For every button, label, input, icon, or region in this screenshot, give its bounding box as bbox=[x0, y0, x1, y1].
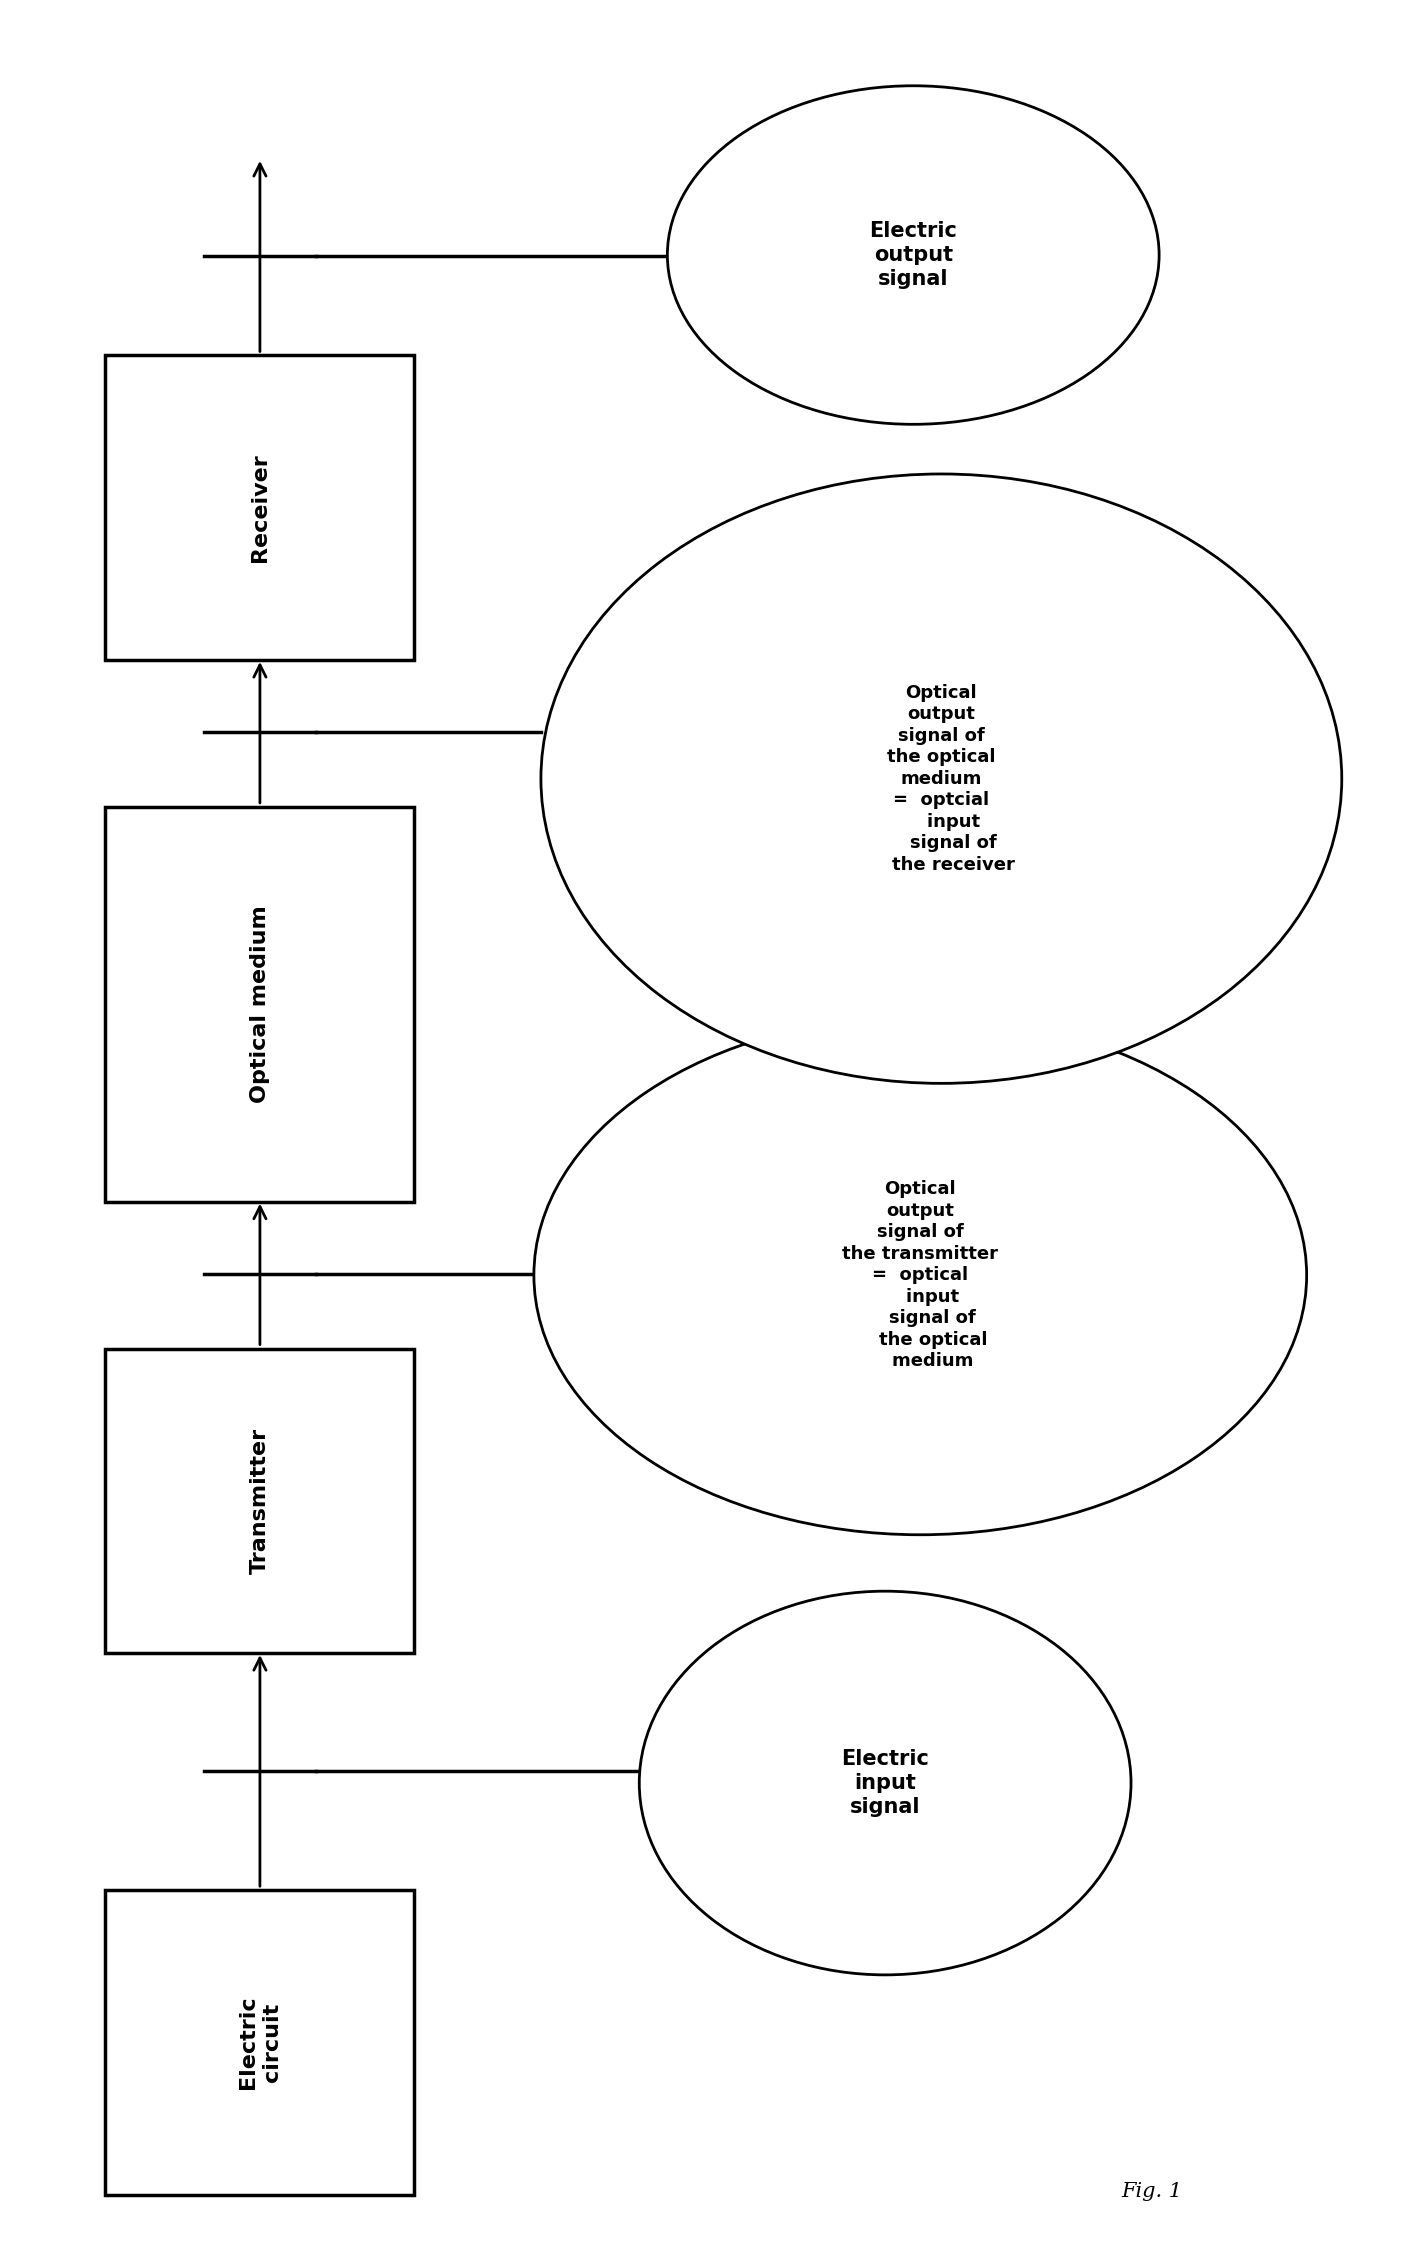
Bar bbox=[105, 1891, 414, 2194]
Text: Electric
input
signal: Electric input signal bbox=[842, 1749, 929, 1817]
Text: Optical medium: Optical medium bbox=[250, 905, 270, 1104]
Text: Transmitter: Transmitter bbox=[250, 1429, 270, 1573]
Text: Optical
output
signal of
the transmitter
=  optical
    input
    signal of
    : Optical output signal of the transmitter… bbox=[842, 1180, 999, 1370]
Bar bbox=[105, 1347, 414, 1652]
Text: Electric
output
signal: Electric output signal bbox=[870, 221, 957, 289]
Ellipse shape bbox=[667, 86, 1159, 424]
Bar bbox=[105, 806, 414, 1201]
Text: Receiver: Receiver bbox=[250, 454, 270, 562]
Text: Optical
output
signal of
the optical
medium
=  optcial
    input
    signal of
 : Optical output signal of the optical med… bbox=[867, 684, 1016, 873]
Ellipse shape bbox=[541, 474, 1342, 1083]
Ellipse shape bbox=[534, 1016, 1307, 1535]
Bar bbox=[105, 354, 414, 659]
Text: Electric
circuit: Electric circuit bbox=[239, 1995, 281, 2090]
Text: Fig. 1: Fig. 1 bbox=[1121, 2183, 1183, 2201]
Ellipse shape bbox=[639, 1591, 1131, 1975]
